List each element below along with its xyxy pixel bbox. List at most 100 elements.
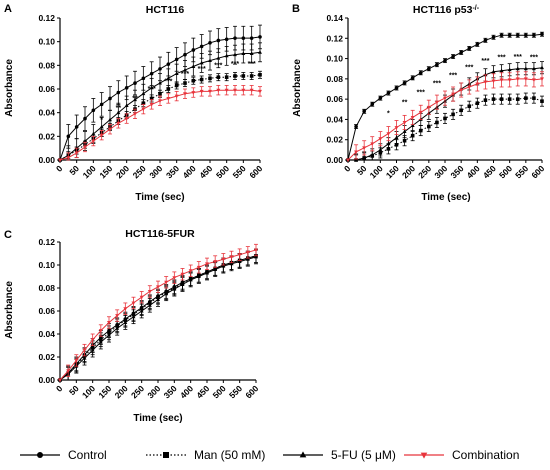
data-point bbox=[174, 94, 179, 99]
y-tick-label: 0.02 bbox=[38, 131, 55, 141]
x-tick-label: 250 bbox=[129, 383, 146, 400]
data-point bbox=[258, 89, 262, 94]
data-point bbox=[435, 120, 439, 125]
data-point bbox=[507, 97, 512, 101]
significance-stars: *** bbox=[148, 86, 156, 93]
data-point bbox=[183, 52, 187, 57]
data-point bbox=[394, 86, 399, 90]
x-tick-label: 250 bbox=[131, 163, 148, 180]
data-point bbox=[233, 52, 237, 57]
data-point bbox=[158, 67, 162, 71]
y-tick-label: 0.00 bbox=[38, 155, 55, 165]
significance-stars: *** bbox=[465, 65, 473, 72]
data-point bbox=[418, 128, 423, 133]
data-point bbox=[451, 92, 456, 97]
legend-marker bbox=[299, 451, 307, 458]
series-control bbox=[58, 24, 262, 162]
data-point bbox=[241, 74, 246, 78]
data-point bbox=[139, 305, 144, 310]
y-tick-label: 0.12 bbox=[326, 33, 343, 43]
y-tick-label: 0.06 bbox=[38, 306, 55, 316]
x-tick-label: 600 bbox=[243, 383, 260, 400]
significance-stars: *** bbox=[248, 61, 256, 68]
data-point bbox=[418, 70, 423, 75]
y-tick-label: 0.06 bbox=[326, 94, 343, 104]
series-combination bbox=[58, 85, 262, 163]
data-point bbox=[459, 108, 463, 113]
significance-stars: *** bbox=[514, 54, 522, 61]
data-point bbox=[531, 66, 536, 71]
data-point bbox=[149, 96, 154, 101]
significance-stars: ** bbox=[132, 95, 138, 102]
significance-stars: *** bbox=[497, 55, 505, 62]
data-point bbox=[507, 33, 512, 38]
data-point bbox=[233, 88, 237, 93]
x-tick-label: 350 bbox=[162, 383, 179, 400]
x-tick-label: 0 bbox=[342, 163, 353, 174]
data-point bbox=[515, 33, 520, 38]
y-tick-label: 0.06 bbox=[38, 84, 55, 94]
data-point bbox=[208, 41, 212, 45]
data-point bbox=[467, 85, 472, 90]
data-point bbox=[224, 75, 229, 79]
data-point bbox=[158, 99, 162, 103]
data-point bbox=[532, 96, 536, 100]
data-point bbox=[221, 257, 226, 262]
series-5-fu-5-m- bbox=[58, 249, 258, 382]
data-point bbox=[82, 348, 87, 353]
y-tick-label: 0.08 bbox=[326, 74, 343, 84]
x-axis-label: Time (sec) bbox=[135, 192, 184, 203]
data-point bbox=[540, 77, 544, 82]
x-tick-label: 200 bbox=[114, 163, 131, 180]
series-line bbox=[59, 249, 257, 381]
data-point bbox=[116, 90, 121, 95]
data-point bbox=[249, 51, 254, 55]
x-tick-label: 500 bbox=[214, 163, 231, 180]
data-point bbox=[475, 101, 480, 105]
x-tick-label: 400 bbox=[465, 163, 482, 180]
data-point bbox=[172, 285, 177, 289]
data-point bbox=[483, 80, 488, 85]
data-point bbox=[346, 158, 350, 163]
data-point bbox=[216, 75, 221, 79]
data-point bbox=[229, 255, 234, 260]
x-tick-label: 500 bbox=[211, 383, 228, 400]
data-point bbox=[459, 50, 463, 55]
data-point bbox=[197, 273, 201, 278]
series-control bbox=[58, 248, 258, 382]
data-point bbox=[180, 272, 185, 277]
data-point bbox=[499, 68, 504, 73]
data-point bbox=[199, 60, 204, 65]
data-point bbox=[141, 107, 146, 112]
data-point bbox=[58, 158, 62, 163]
data-point bbox=[147, 290, 152, 294]
data-point bbox=[410, 76, 415, 80]
data-point bbox=[402, 138, 407, 143]
data-point bbox=[216, 38, 221, 43]
y-tick-label: 0.12 bbox=[38, 13, 55, 23]
data-point bbox=[362, 109, 366, 114]
data-point bbox=[370, 142, 375, 146]
legend-label: Combination bbox=[452, 448, 519, 462]
data-point bbox=[174, 57, 179, 62]
data-point bbox=[483, 98, 488, 102]
data-point bbox=[172, 276, 177, 280]
data-point bbox=[99, 124, 104, 129]
data-point bbox=[394, 142, 399, 147]
data-point bbox=[158, 80, 162, 85]
data-point bbox=[174, 83, 179, 88]
data-point bbox=[402, 129, 407, 134]
data-point bbox=[233, 36, 237, 40]
x-tick-label: 250 bbox=[416, 163, 433, 180]
x-tick-label: 350 bbox=[448, 163, 465, 180]
data-point bbox=[99, 133, 104, 138]
y-tick-label: 0.04 bbox=[326, 114, 343, 124]
data-point bbox=[156, 285, 160, 290]
data-point bbox=[531, 78, 536, 83]
y-tick-label: 0.00 bbox=[38, 375, 55, 385]
data-point bbox=[237, 253, 242, 257]
data-point bbox=[459, 88, 464, 93]
y-tick-label: 0.14 bbox=[326, 13, 343, 23]
y-tick-label: 0.00 bbox=[326, 155, 343, 165]
